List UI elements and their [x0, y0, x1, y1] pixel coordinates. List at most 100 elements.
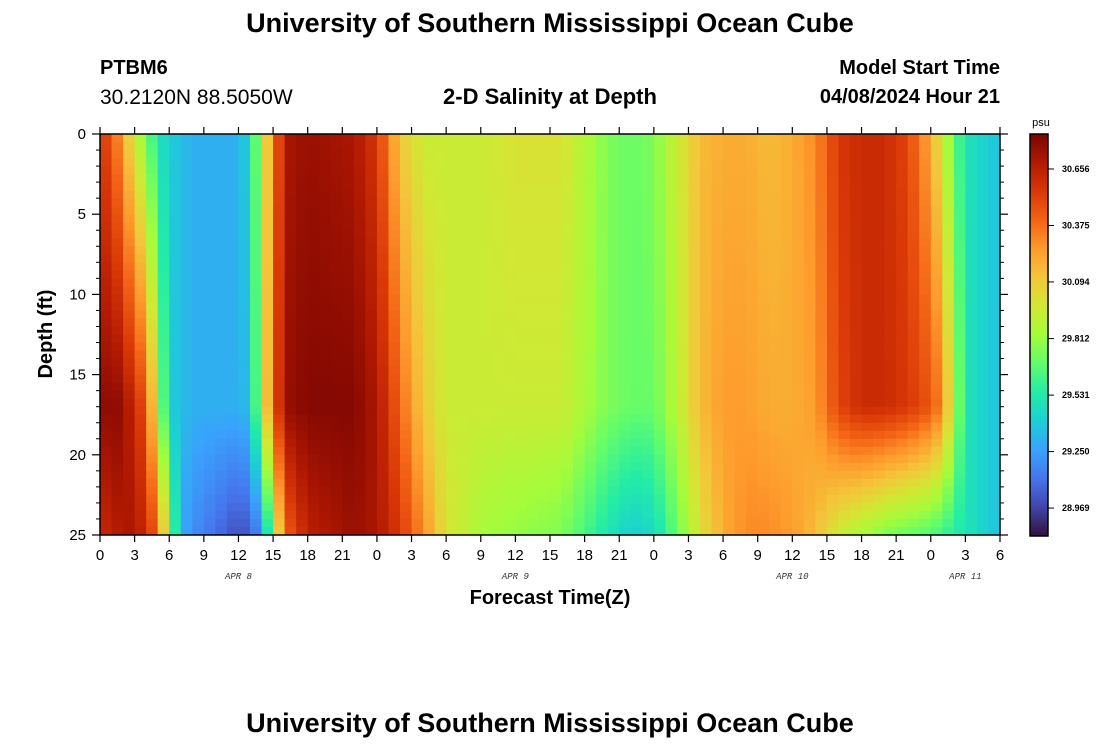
heatmap-cell	[861, 438, 874, 448]
heatmap-cell	[723, 438, 736, 448]
heatmap-cell	[192, 454, 205, 464]
heatmap-cell	[457, 422, 470, 432]
heatmap-cell	[780, 214, 793, 223]
heatmap-cell	[792, 478, 805, 488]
heatmap-cell	[953, 462, 966, 472]
heatmap-cell	[965, 486, 978, 496]
heatmap-cell	[757, 382, 770, 392]
heatmap-cell	[757, 342, 770, 352]
heatmap-cell	[850, 414, 863, 424]
heatmap-cell	[942, 470, 955, 480]
heatmap-cell	[538, 462, 551, 472]
heatmap-cell	[469, 366, 482, 376]
heatmap-cell	[780, 286, 793, 295]
heatmap-cell	[711, 262, 724, 271]
heatmap-cell	[919, 278, 932, 287]
heatmap-cell	[953, 486, 966, 496]
heatmap-cell	[976, 262, 990, 271]
heatmap-cell	[192, 334, 205, 344]
heatmap-cell	[953, 350, 966, 360]
heatmap-cell	[953, 142, 966, 151]
heatmap-cell	[573, 310, 586, 320]
heatmap-cell	[919, 478, 932, 488]
heatmap-cell	[734, 246, 747, 255]
heatmap-cell	[261, 398, 274, 408]
heatmap-cell	[123, 342, 136, 352]
heatmap-cell	[619, 438, 632, 448]
heatmap-cell	[203, 238, 216, 247]
heatmap-cell	[619, 286, 632, 295]
heatmap-cell	[838, 254, 851, 263]
heatmap-cell	[480, 302, 493, 312]
heatmap-cell	[688, 230, 701, 239]
heatmap-cell	[319, 494, 332, 504]
heatmap-cell	[930, 310, 943, 320]
heatmap-cell	[134, 494, 147, 504]
heatmap-cell	[573, 486, 586, 496]
heatmap-cell	[665, 350, 678, 360]
heatmap-cell	[423, 430, 436, 440]
heatmap-cell	[157, 254, 170, 263]
heatmap-cell	[376, 422, 390, 432]
heatmap-cell	[526, 214, 540, 223]
heatmap-cell	[780, 302, 793, 312]
heatmap-cell	[596, 318, 609, 328]
heatmap-cell	[411, 518, 424, 528]
heatmap-cell	[850, 374, 863, 384]
heatmap-cell	[642, 374, 655, 384]
heatmap-cell	[503, 166, 516, 175]
heatmap-cell	[896, 230, 909, 239]
heatmap-cell	[146, 358, 159, 368]
heatmap-cell	[134, 278, 147, 287]
heatmap-cell	[607, 158, 620, 167]
heatmap-cell	[192, 342, 205, 352]
heatmap-cell	[561, 230, 574, 239]
heatmap-cell	[457, 158, 470, 167]
heatmap-cell	[676, 422, 690, 432]
heatmap-cell	[826, 342, 840, 352]
heatmap-cell	[307, 302, 320, 312]
heatmap-cell	[330, 238, 343, 247]
heatmap-cell	[434, 182, 447, 191]
heatmap-cell	[953, 238, 966, 247]
heatmap-cell	[896, 358, 909, 368]
heatmap-cell	[653, 246, 666, 255]
heatmap-cell	[619, 214, 632, 223]
heatmap-cell	[619, 262, 632, 271]
heatmap-cell	[976, 198, 990, 207]
heatmap-cell	[734, 446, 747, 456]
heatmap-cell	[642, 134, 655, 143]
heatmap-cell	[976, 174, 990, 183]
heatmap-cell	[850, 286, 863, 295]
heatmap-cell	[873, 254, 886, 263]
heatmap-cell	[746, 302, 759, 312]
heatmap-cell	[123, 134, 136, 143]
heatmap-cell	[850, 510, 863, 520]
heatmap-cell	[226, 222, 240, 231]
heatmap-cell	[250, 318, 263, 328]
heatmap-cell	[296, 214, 309, 223]
heatmap-cell	[792, 454, 805, 464]
heatmap-cell	[907, 454, 920, 464]
heatmap-cell	[146, 198, 159, 207]
heatmap-cell	[469, 374, 482, 384]
heatmap-cell	[319, 262, 332, 271]
heatmap-cell	[215, 446, 228, 456]
heatmap-cell	[850, 398, 863, 408]
heatmap-cell	[215, 198, 228, 207]
heatmap-cell	[942, 414, 955, 424]
heatmap-cell	[757, 446, 770, 456]
heatmap-cell	[515, 302, 528, 312]
heatmap-cell	[757, 350, 770, 360]
heatmap-cell	[919, 190, 932, 199]
heatmap-cell	[688, 174, 701, 183]
heatmap-cell	[573, 318, 586, 328]
heatmap-cell	[180, 326, 193, 336]
heatmap-cell	[757, 294, 770, 304]
heatmap-cell	[480, 278, 493, 287]
heatmap-cell	[376, 302, 390, 312]
heatmap-cell	[607, 134, 620, 143]
heatmap-cell	[411, 494, 424, 504]
heatmap-cell	[642, 246, 655, 255]
heatmap-cell	[492, 510, 505, 520]
